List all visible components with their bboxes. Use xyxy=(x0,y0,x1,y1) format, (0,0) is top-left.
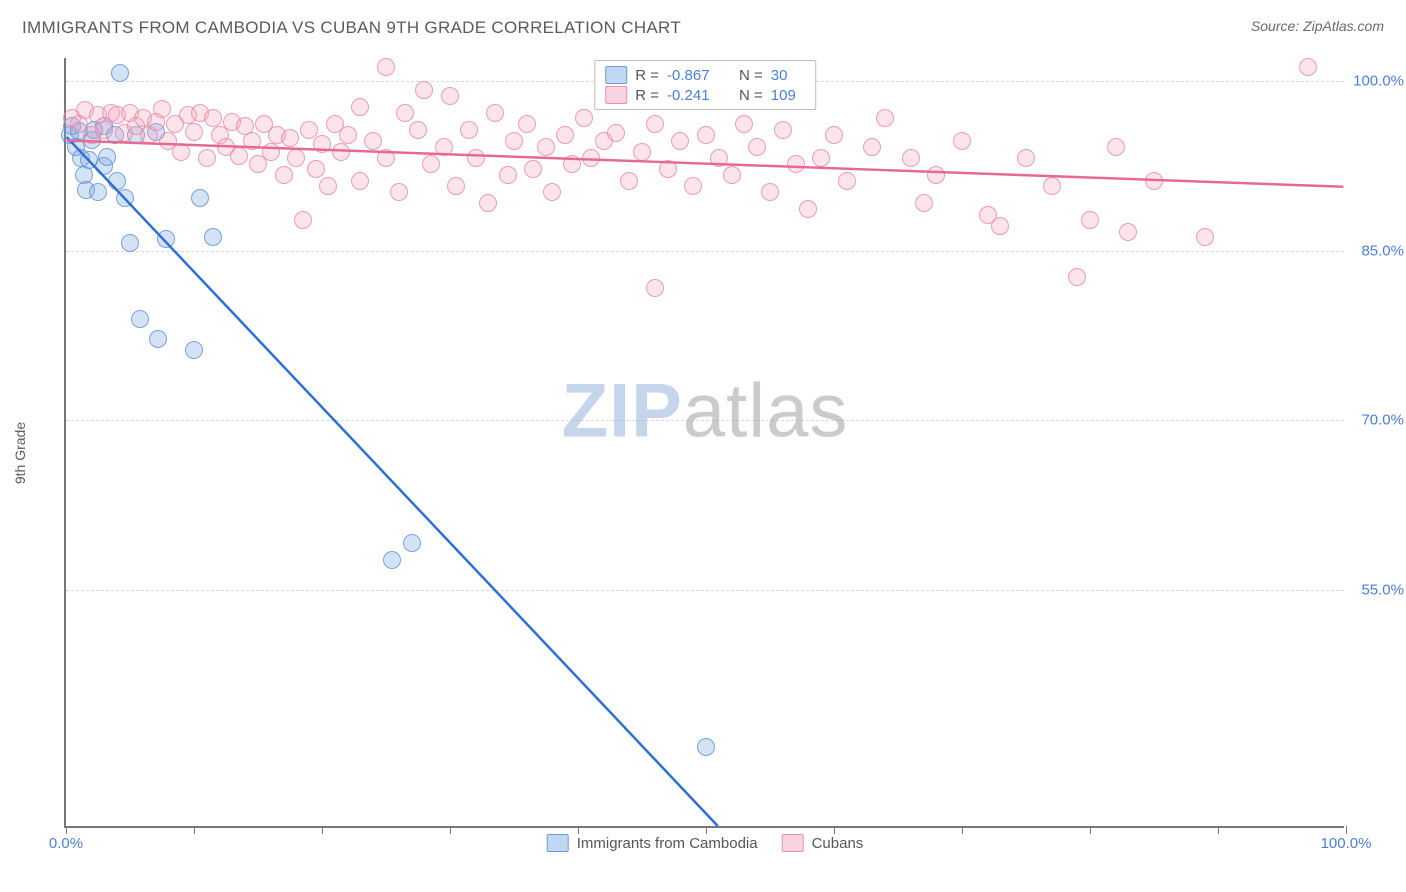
chart-container: 9th Grade ZIPatlas R = -0.867 N = 30 R =… xyxy=(48,54,1384,852)
legend-row-cubans: R = -0.241 N = 109 xyxy=(605,85,805,105)
legend-label-cambodia: Immigrants from Cambodia xyxy=(577,835,758,852)
swatch-pink-icon xyxy=(605,86,627,104)
y-tick-label: 100.0% xyxy=(1349,72,1404,89)
x-tick xyxy=(706,826,707,834)
source-name: ZipAtlas.com xyxy=(1303,18,1384,34)
x-tick xyxy=(834,826,835,834)
chart-title: IMMIGRANTS FROM CAMBODIA VS CUBAN 9TH GR… xyxy=(22,18,681,38)
swatch-blue-icon xyxy=(547,834,569,852)
y-tick-label: 55.0% xyxy=(1349,582,1404,599)
trend-line-cambodia xyxy=(67,137,718,826)
y-tick-label: 85.0% xyxy=(1349,242,1404,259)
source-prefix: Source: xyxy=(1251,18,1303,34)
x-tick xyxy=(962,826,963,834)
x-tick xyxy=(1218,826,1219,834)
source-credit: Source: ZipAtlas.com xyxy=(1251,18,1384,34)
legend-label-cubans: Cubans xyxy=(812,835,864,852)
n-value-cubans: 109 xyxy=(771,87,805,104)
correlation-legend: R = -0.867 N = 30 R = -0.241 N = 109 xyxy=(594,60,816,110)
legend-row-cambodia: R = -0.867 N = 30 xyxy=(605,65,805,85)
r-value-cambodia: -0.867 xyxy=(667,67,723,84)
trend-lines xyxy=(66,58,1344,826)
x-tick-label: 0.0% xyxy=(49,835,83,852)
x-tick xyxy=(578,826,579,834)
swatch-blue-icon xyxy=(605,66,627,84)
x-tick xyxy=(322,826,323,834)
n-value-cambodia: 30 xyxy=(771,67,805,84)
r-label: R = xyxy=(635,87,659,104)
r-label: R = xyxy=(635,67,659,84)
y-axis-label: 9th Grade xyxy=(12,422,28,484)
y-tick-label: 70.0% xyxy=(1349,412,1404,429)
swatch-pink-icon xyxy=(782,834,804,852)
series-legend: Immigrants from Cambodia Cubans xyxy=(547,834,864,852)
trend-line-cubans xyxy=(67,140,1344,186)
r-value-cubans: -0.241 xyxy=(667,87,723,104)
legend-item-cambodia: Immigrants from Cambodia xyxy=(547,834,758,852)
n-label: N = xyxy=(739,67,763,84)
x-tick xyxy=(66,826,67,834)
x-tick-label: 100.0% xyxy=(1321,835,1372,852)
x-tick xyxy=(1090,826,1091,834)
x-tick xyxy=(1346,826,1347,834)
legend-item-cubans: Cubans xyxy=(782,834,864,852)
n-label: N = xyxy=(739,87,763,104)
x-tick xyxy=(194,826,195,834)
x-tick xyxy=(450,826,451,834)
plot-area: ZIPatlas R = -0.867 N = 30 R = -0.241 N … xyxy=(64,58,1344,828)
